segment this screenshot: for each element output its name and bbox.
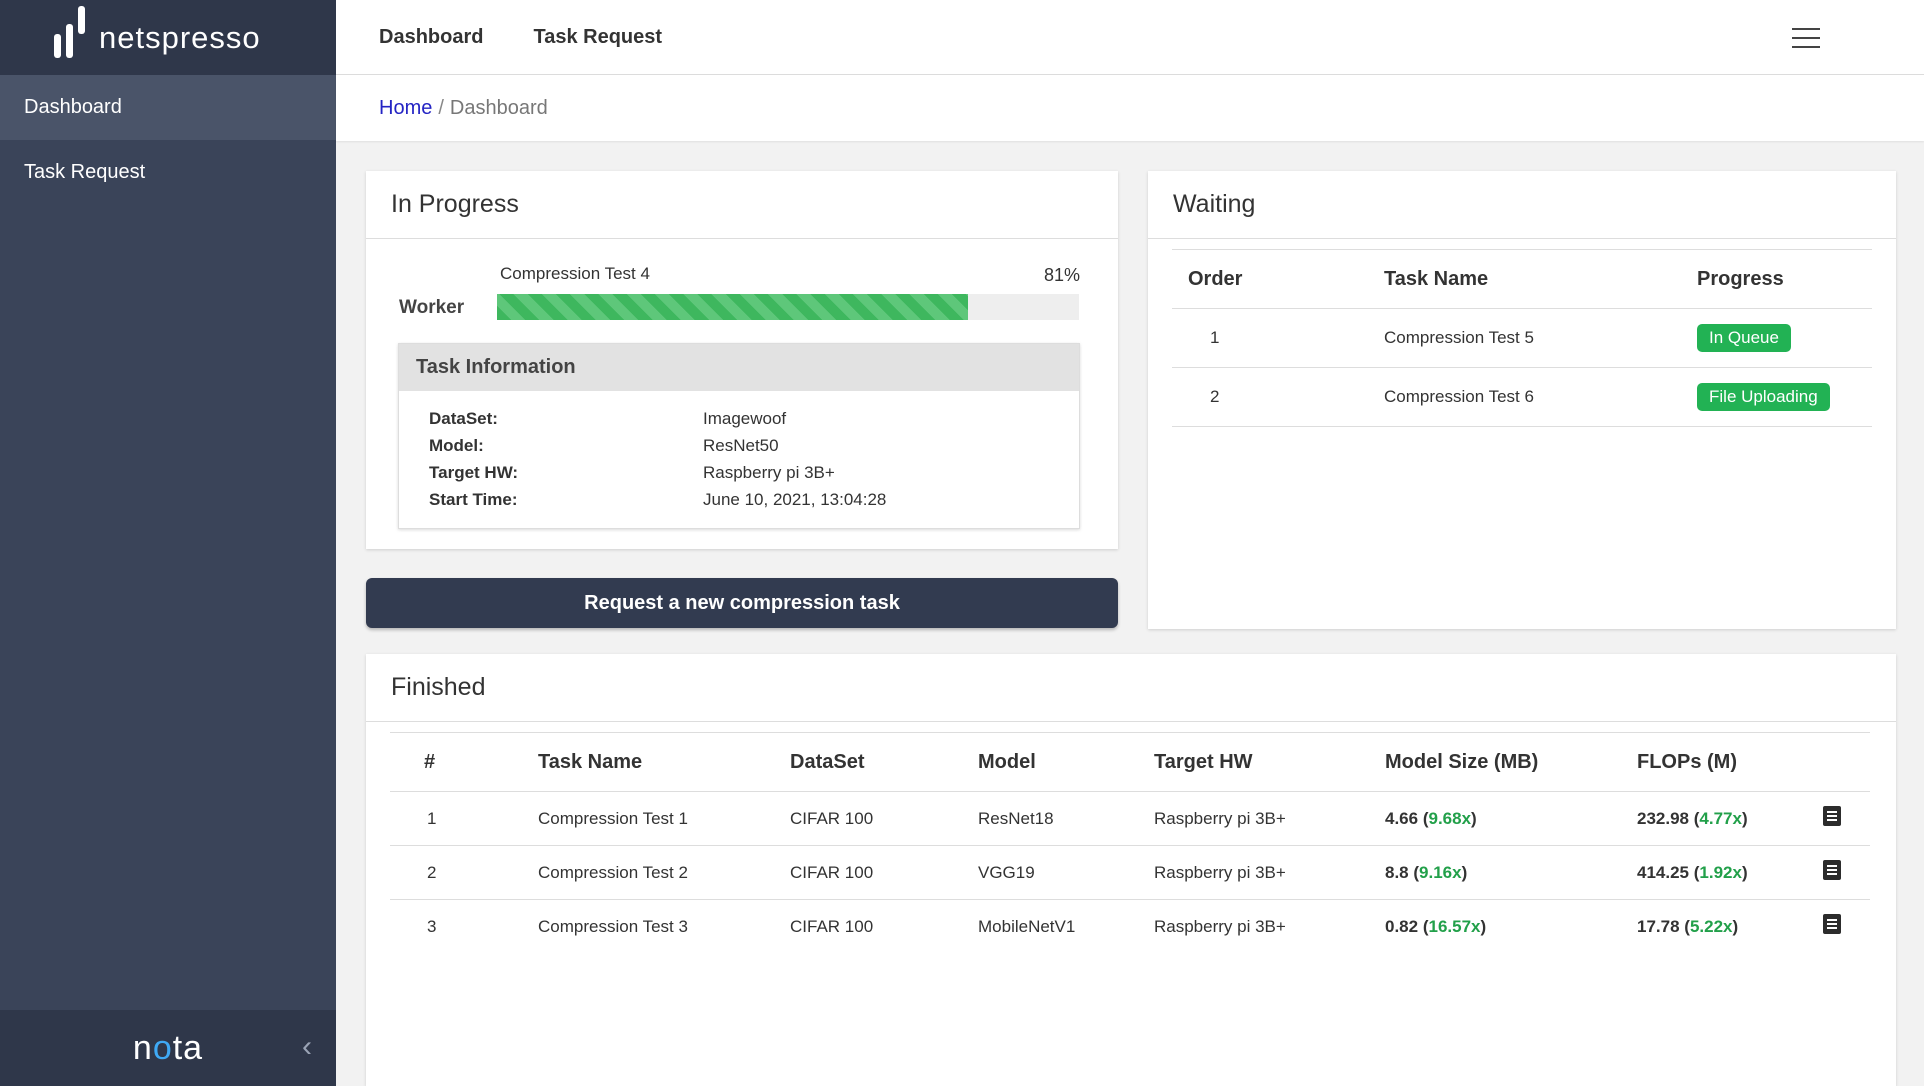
status-badge: File Uploading (1697, 383, 1830, 411)
sidebar-footer: nota ‹ (0, 1010, 336, 1086)
in-progress-card: In Progress Compression Test 4 81% Worke… (366, 171, 1118, 549)
report-icon[interactable] (1823, 914, 1841, 935)
col-model: Model (978, 732, 1154, 792)
info-row-target-hw: Target HW: Raspberry pi 3B+ (429, 463, 835, 482)
task-information-title: Task Information (399, 344, 1079, 391)
breadcrumb-current: Dashboard (449, 96, 548, 119)
info-row-start-time: Start Time: June 10, 2021, 13:04:28 (429, 490, 887, 509)
finished-card: Finished # Task Name DataSet Model Targe… (366, 654, 1896, 1086)
table-header-row: Order Task Name Progress (1172, 249, 1872, 309)
table-header-row: # Task Name DataSet Model Target HW Mode… (390, 732, 1870, 792)
topnav-task-request[interactable]: Task Request (533, 25, 663, 48)
waiting-title: Waiting (1148, 171, 1896, 239)
sidebar-item-label: Task Request (24, 161, 146, 183)
brand-logo[interactable]: netspresso (0, 0, 336, 75)
netspresso-logo-icon (54, 5, 85, 58)
progress-bar (497, 294, 1079, 320)
col-progress: Progress (1697, 249, 1872, 309)
sidebar-item-task-request[interactable]: Task Request (0, 140, 336, 205)
finished-title: Finished (366, 654, 1896, 722)
in-progress-title: In Progress (366, 171, 1118, 239)
col-task-name: Task Name (538, 732, 790, 792)
progress-percent: 81% (1043, 265, 1080, 285)
sidebar: netspresso Dashboard Task Request nota ‹ (0, 0, 336, 1086)
table-row: 2 Compression Test 6 File Uploading (1172, 367, 1872, 427)
worker-label: Worker (399, 297, 465, 318)
status-badge: In Queue (1697, 324, 1791, 352)
col-order: Order (1172, 249, 1384, 309)
info-row-model: Model: ResNet50 (429, 436, 779, 455)
nota-logo: nota (132, 1028, 204, 1067)
col-model-size: Model Size (MB) (1385, 732, 1637, 792)
sidebar-item-label: Dashboard (24, 96, 122, 118)
worker-progress: Compression Test 4 81% Worker (366, 239, 1118, 339)
report-icon[interactable] (1823, 806, 1841, 826)
table-row: 2 Compression Test 2 CIFAR 100 VGG19 Ras… (390, 845, 1870, 900)
waiting-card: Waiting Order Task Name Progress 1 Compr… (1148, 171, 1896, 629)
chevron-left-icon[interactable]: ‹ (302, 1030, 312, 1063)
table-row: 1 Compression Test 5 In Queue (1172, 308, 1872, 368)
task-information-panel: Task Information DataSet: Imagewoof Model… (398, 343, 1080, 529)
col-target-hw: Target HW (1154, 732, 1385, 792)
sidebar-item-dashboard[interactable]: Dashboard (0, 75, 336, 140)
top-navbar: Dashboard Task Request (336, 0, 1924, 75)
topnav-dashboard[interactable]: Dashboard (379, 25, 484, 48)
col-dataset: DataSet (790, 732, 978, 792)
progress-bar-fill (497, 294, 969, 320)
progress-task-name: Compression Test 4 (500, 264, 650, 283)
table-row: 3 Compression Test 3 CIFAR 100 MobileNet… (390, 900, 1870, 954)
waiting-table: Order Task Name Progress 1 Compression T… (1172, 249, 1872, 427)
menu-icon[interactable] (1792, 28, 1820, 55)
breadcrumb-home[interactable]: Home (379, 96, 433, 119)
report-icon[interactable] (1823, 860, 1841, 880)
info-row-dataset: DataSet: Imagewoof (429, 409, 787, 428)
request-compression-task-button[interactable]: Request a new compression task (366, 578, 1118, 628)
col-task-name: Task Name (1384, 249, 1697, 309)
breadcrumb-separator: / (438, 96, 444, 119)
col-number: # (390, 732, 538, 792)
breadcrumb: Home / Dashboard (336, 75, 1924, 141)
brand-name: netspresso (99, 19, 261, 55)
finished-table: # Task Name DataSet Model Target HW Mode… (390, 732, 1870, 954)
table-row: 1 Compression Test 1 CIFAR 100 ResNet18 … (390, 791, 1870, 846)
col-flops: FLOPs (M) (1637, 732, 1823, 792)
